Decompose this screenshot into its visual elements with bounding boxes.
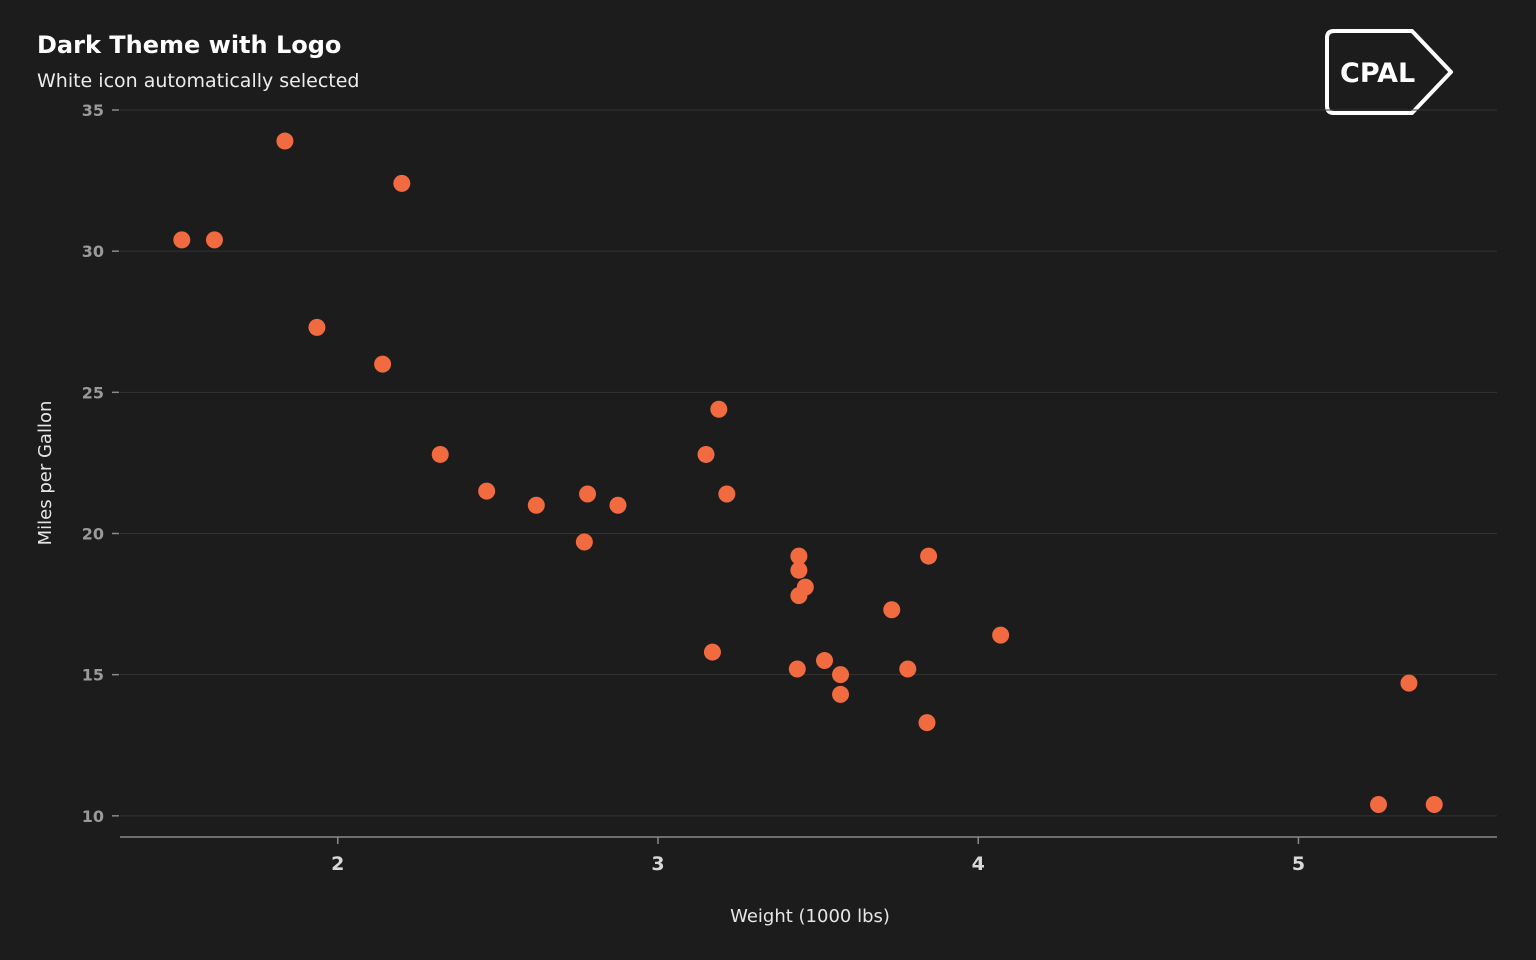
y-tick-label: 35: [82, 101, 104, 120]
data-point: [575, 533, 593, 551]
y-tick-label: 25: [82, 383, 104, 402]
data-point: [609, 496, 627, 514]
data-point: [788, 660, 806, 678]
x-tick-label: 5: [1292, 853, 1305, 875]
y-tick-label: 20: [82, 524, 104, 543]
data-point: [899, 660, 917, 678]
logo-text: CPAL: [1340, 58, 1415, 89]
y-tick-label: 10: [82, 807, 104, 826]
data-point: [431, 445, 449, 463]
data-point: [478, 482, 496, 500]
data-point: [1370, 796, 1388, 814]
axes: 10 15 20 25 30 35 2 3 4 5: [82, 101, 1497, 875]
data-point: [918, 714, 936, 732]
data-point: [718, 485, 736, 503]
data-point: [703, 643, 721, 661]
data-point: [579, 485, 597, 503]
data-point: [920, 547, 938, 565]
data-point: [527, 496, 545, 514]
data-point: [710, 400, 728, 418]
data-point: [393, 174, 411, 192]
data-point: [816, 652, 834, 670]
y-tick-label: 15: [82, 666, 104, 685]
data-points: [173, 132, 1443, 814]
x-tick-label: 4: [972, 853, 985, 875]
data-point: [790, 587, 808, 605]
data-point: [1400, 674, 1418, 692]
gridlines: [120, 109, 1497, 817]
x-tick-label: 3: [651, 853, 664, 875]
data-point: [1425, 796, 1443, 814]
data-point: [276, 132, 294, 150]
logo-icon: CPAL: [1325, 29, 1453, 115]
data-point: [697, 445, 715, 463]
data-point: [308, 318, 326, 336]
chart-subtitle: White icon automatically selected: [37, 70, 360, 92]
data-point: [790, 561, 808, 579]
data-point: [173, 231, 191, 249]
data-point: [883, 601, 901, 619]
data-point: [832, 685, 850, 703]
data-point: [790, 547, 808, 565]
data-point: [832, 666, 850, 684]
y-axis-label: Miles per Gallon: [35, 401, 56, 546]
chart-title: Dark Theme with Logo: [37, 31, 342, 59]
x-axis-label: Weight (1000 lbs): [730, 906, 890, 927]
data-point: [992, 626, 1010, 644]
x-tick-label: 2: [331, 853, 344, 875]
y-tick-label: 30: [82, 242, 104, 261]
data-point: [205, 231, 223, 249]
data-point: [374, 355, 392, 373]
